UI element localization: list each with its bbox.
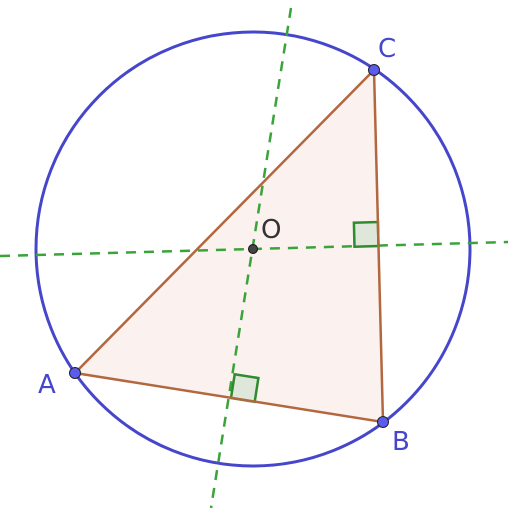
point-b [377,416,389,428]
label-c: C [378,34,396,64]
point-a [69,367,81,379]
triangle [72,67,385,424]
label-b: B [392,427,410,457]
right-angle-bc [352,220,380,248]
bisector-ab [209,7,293,509]
label-o: O [261,215,281,245]
point-o [248,244,258,254]
point-c [368,64,380,76]
circumcircle [34,30,472,468]
label-a: A [38,370,56,400]
triangle-fill [75,70,383,422]
